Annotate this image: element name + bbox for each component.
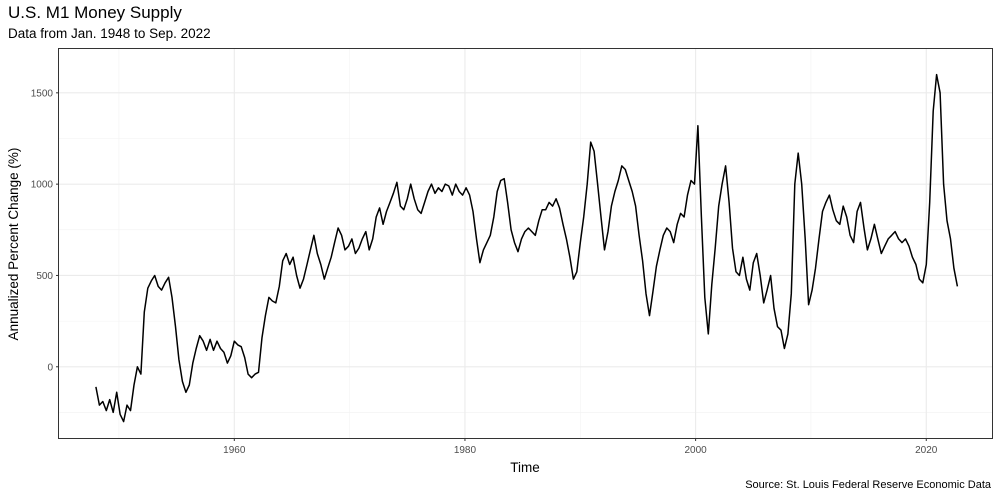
y-tick-label: 1000 [31,180,54,191]
y-axis-title: Annualized Percent Change (%) [6,148,21,341]
series-layer [95,73,959,423]
x-axis-title: Time [510,460,540,475]
series-line [95,73,959,423]
chart-title: U.S. M1 Money Supply [8,3,182,22]
chart-caption: Source: St. Louis Federal Reserve Econom… [745,479,991,491]
x-tick-label: 1960 [223,445,246,456]
plot-panel-border [58,48,993,439]
x-tick-label: 2000 [684,445,707,456]
y-tick-label: 500 [36,271,53,282]
x-tick-label: 1980 [454,445,477,456]
y-tick-label: 1500 [31,88,54,99]
x-tick-label: 2020 [915,445,938,456]
axis-ticks: 1960 1980 2000 2020 0 500 1000 1500 [31,88,938,456]
grid-lines [59,49,992,438]
y-tick-label: 0 [47,362,53,373]
chart-subtitle: Data from Jan. 1948 to Sep. 2022 [8,26,211,41]
